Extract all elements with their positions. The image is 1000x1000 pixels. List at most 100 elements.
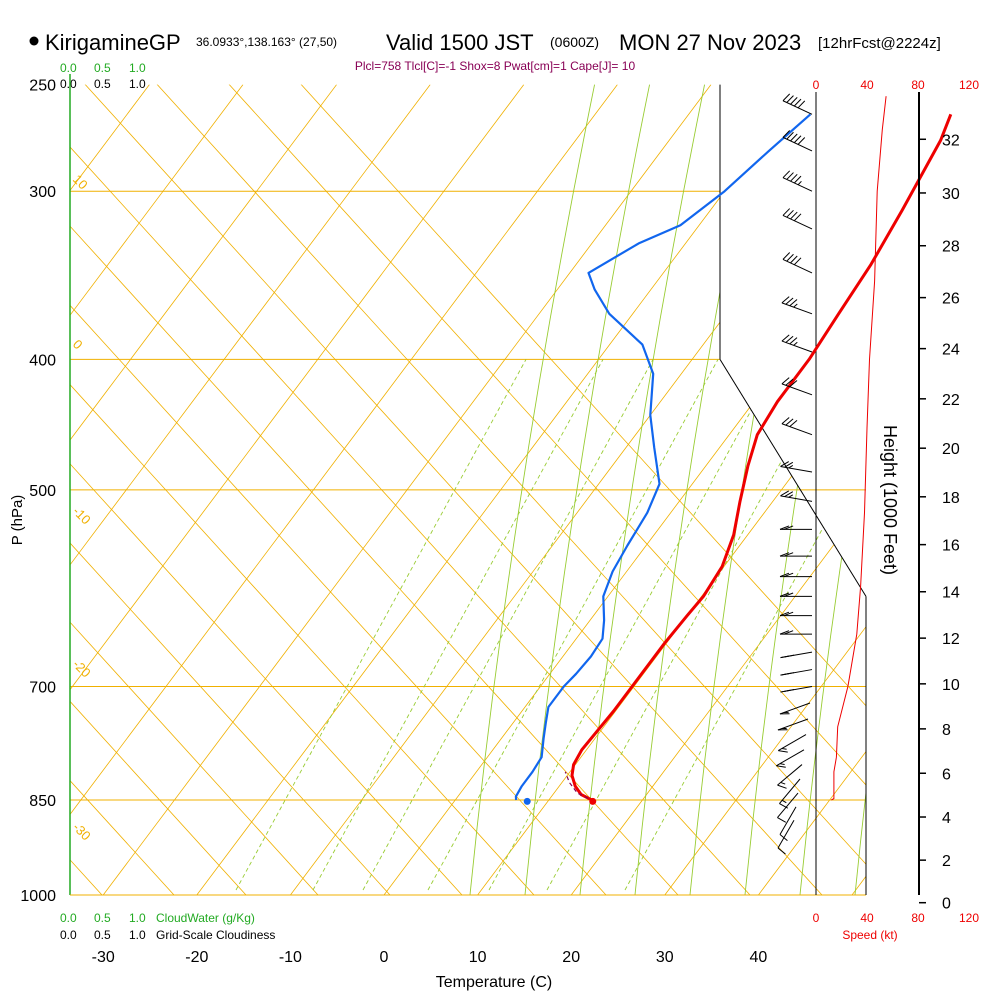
dry-adiabat-line: [197, 84, 866, 895]
bottom-cloudwater-tick: 0.5: [94, 911, 111, 925]
dry-adiabat-line: [70, 84, 247, 895]
moist-adiabat-line: [744, 84, 866, 895]
wind-barb-flag: [783, 630, 794, 635]
mixing-ratio-label: 20: [618, 899, 637, 919]
height-tick-label: 2: [942, 853, 951, 870]
wind-barb-staff: [780, 465, 813, 473]
wind-barb-staff: [777, 820, 795, 849]
mixing-ratio-lines: 1 2 3 5 8 12 20: [235, 359, 866, 919]
wind-barb-flag: [789, 380, 798, 388]
x-tick-label: -30: [92, 949, 115, 966]
wind-barb-flag: [793, 135, 802, 143]
height-tick-label: 32: [942, 132, 960, 149]
isotherm-line: [196, 84, 805, 895]
wind-barb-icon: [779, 630, 812, 635]
wind-barb-flag: [777, 817, 787, 823]
x-tick-label: -10: [279, 949, 302, 966]
x-tick-label: 20: [562, 949, 580, 966]
isotherm-line: [477, 84, 866, 895]
wind-barb-flag: [780, 490, 789, 497]
wind-barb-icon: [778, 734, 807, 753]
bottom-cloudiness-tick: 0.5: [94, 928, 111, 942]
bottom-cloudwater-scale: 0.0 0.5 1.0 CloudWater (g/Kg): [60, 911, 255, 925]
y-tick-label: 700: [29, 680, 56, 697]
wind-barb-icon: [779, 572, 812, 578]
mixing-ratio-line: [427, 359, 719, 891]
wind-barb-icon: [781, 417, 813, 436]
dry-adiabat-line: [0, 0, 30, 895]
wind-barb-icon: [782, 130, 813, 152]
x-tick-label: 0: [380, 949, 389, 966]
wind-barb-icon: [777, 792, 799, 823]
wind-barb-staff: [779, 806, 797, 835]
mixing-ratio-label: 2: [306, 903, 320, 918]
stability-indices: Plcl=758 Tlcl[C]=-1 Shox=8 Pwat[cm]=1 Ca…: [355, 59, 636, 73]
wind-barb-flag: [793, 303, 798, 308]
wind-barb-icon: [780, 669, 813, 676]
wind-barb-flag: [785, 297, 794, 305]
wind-barb-flag: [793, 98, 802, 107]
isotherm-line: [70, 84, 337, 895]
wind-barb-flag: [790, 255, 798, 264]
y-tick-label: 850: [29, 793, 56, 810]
wind-barb-icon: [780, 651, 813, 659]
isotherm-line: [383, 84, 866, 895]
wind-barb-icon: [781, 377, 813, 396]
bottom-speed-tick: 120: [959, 911, 979, 925]
mixing-ratio-line: [235, 359, 527, 891]
wind-barb-flag: [784, 491, 794, 497]
wind-barb-flag: [777, 847, 786, 855]
height-tick-label: 18: [942, 490, 960, 507]
isotherm-line: [758, 84, 866, 895]
plot-frame: [69, 74, 867, 896]
moist-adiabat-label: 10: [743, 363, 772, 392]
utc-time: (0600Z): [550, 34, 599, 50]
top-speed-tick: 120: [959, 78, 979, 92]
wind-barb-flag: [782, 130, 791, 138]
wind-barb-flag: [781, 377, 790, 385]
bottom-cloudiness-tick: 1.0: [129, 928, 146, 942]
wind-barb-staff: [782, 258, 813, 274]
top-speed-tick: 0: [813, 78, 820, 92]
wind-barb-flag: [779, 611, 790, 617]
mixing-ratio-label: 5: [421, 903, 435, 918]
frame-edge: [719, 359, 867, 597]
height-tick-label: 12: [942, 631, 960, 648]
wind-barbs: [776, 93, 813, 855]
wind-barb-staff: [781, 423, 813, 436]
wind-barb-flag: [779, 763, 785, 765]
dry-adiabat-label: -30: [70, 820, 94, 844]
wind-barb-flag: [781, 799, 787, 804]
wind-barb-flag: [781, 296, 790, 304]
wind-barb-flag: [790, 133, 798, 142]
dry-adiabat-label: 0: [70, 337, 86, 353]
wind-barb-staff: [781, 340, 813, 353]
y-tick-label: 300: [29, 184, 56, 201]
wind-barb-icon: [779, 702, 811, 715]
moist-adiabat-line: [524, 84, 656, 895]
bottom-cloudiness-label: Grid-Scale Cloudiness: [156, 928, 275, 942]
wind-barb-flag: [784, 461, 794, 468]
mixing-ratio-line: [488, 359, 780, 891]
wind-barb-flag: [783, 611, 794, 617]
wind-barb-flag: [781, 748, 787, 750]
top-cloudwater-tick: 1.0: [129, 61, 146, 75]
y-tick-label: 250: [29, 78, 56, 95]
dry-adiabat-line: [70, 84, 866, 895]
wind-barb-flag: [790, 97, 798, 105]
station-coords: 36.0933°,138.163° (27,50): [196, 35, 337, 49]
wind-barb-flag: [785, 335, 794, 343]
moist-adiabat-line: [469, 84, 601, 895]
y-tick-label: 400: [29, 352, 56, 369]
speed-profile-line: [831, 96, 887, 801]
wind-barb-flag: [786, 131, 794, 140]
wind-barb-flag: [793, 213, 802, 222]
top-cloudwater-tick: 0.5: [94, 61, 111, 75]
y-tick-label: 1000: [20, 888, 56, 905]
bottom-cloudwater-tick: 1.0: [129, 911, 146, 925]
moist-adiabat-line: [579, 84, 711, 895]
isotherm-line: [70, 84, 431, 895]
wind-barb-staff: [782, 177, 813, 192]
